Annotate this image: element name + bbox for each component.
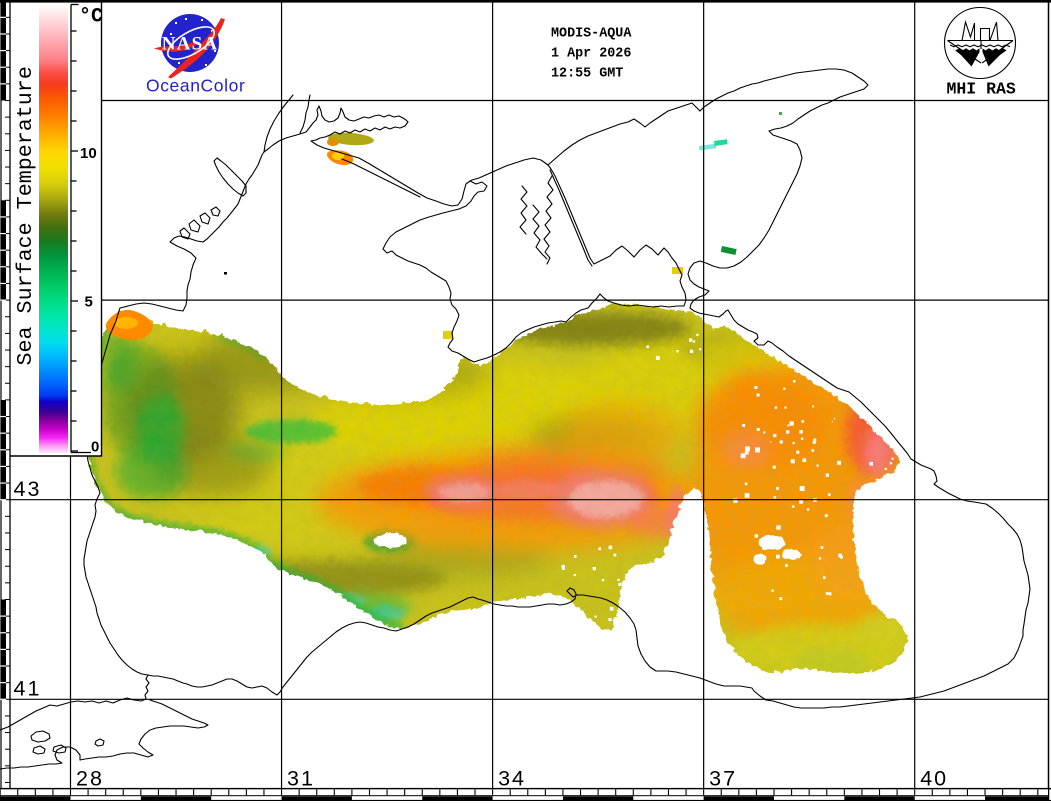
svg-text:Sea Surface Temperature: Sea Surface Temperature <box>13 66 38 365</box>
svg-text:OceanColor: OceanColor <box>146 76 245 96</box>
svg-text:28: 28 <box>76 767 104 791</box>
svg-text:10: 10 <box>80 145 97 162</box>
svg-text:34: 34 <box>498 767 526 791</box>
svg-text:37: 37 <box>709 767 737 791</box>
svg-text:43: 43 <box>14 477 42 501</box>
svg-text:1 Apr 2026: 1 Apr 2026 <box>551 47 631 62</box>
svg-text:MHI RAS: MHI RAS <box>947 80 1016 99</box>
svg-text:°C: °C <box>79 6 103 29</box>
svg-text:NASA: NASA <box>162 34 219 55</box>
svg-text:12:55 GMT: 12:55 GMT <box>551 67 623 82</box>
svg-text:MODIS-AQUA: MODIS-AQUA <box>551 27 632 42</box>
svg-text:40: 40 <box>920 767 948 791</box>
svg-text:0: 0 <box>91 439 99 456</box>
svg-text:31: 31 <box>287 767 315 791</box>
svg-text:41: 41 <box>14 677 42 701</box>
svg-text:5: 5 <box>85 294 93 311</box>
